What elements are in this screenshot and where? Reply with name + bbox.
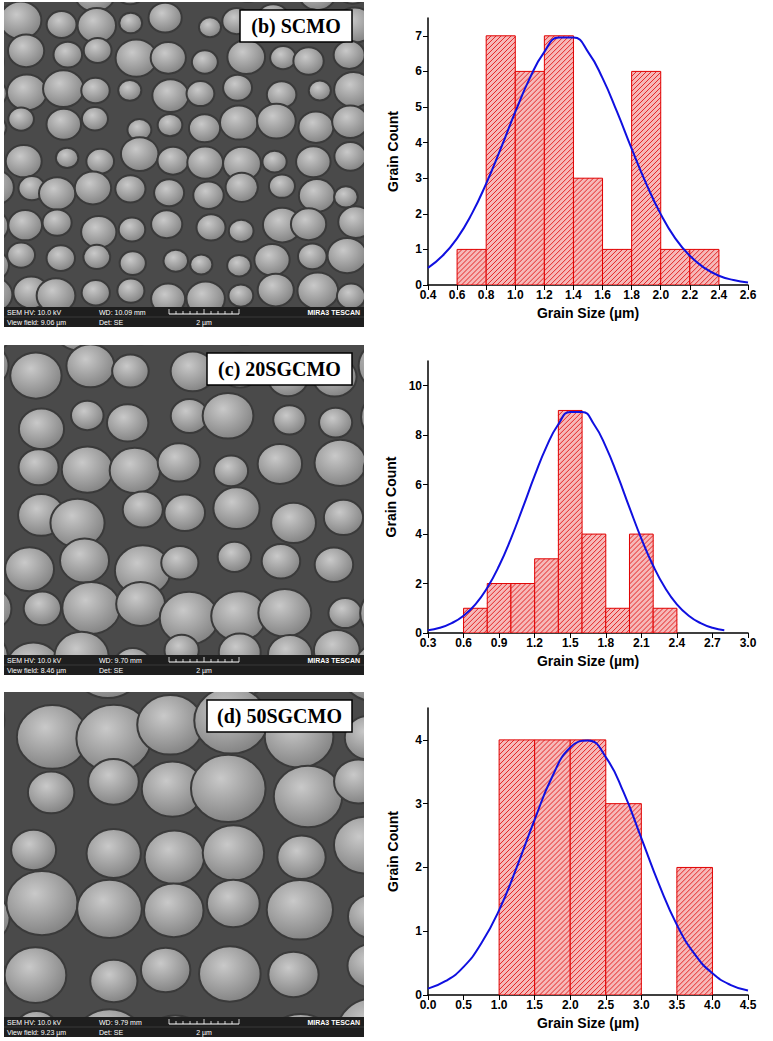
svg-text:1: 1 [415,242,422,256]
svg-text:(d) 50SGCMO: (d) 50SGCMO [217,705,342,728]
svg-text:5: 5 [415,100,422,114]
svg-text:7: 7 [415,29,422,43]
svg-text:10: 10 [409,379,423,393]
svg-text:4.5: 4.5 [740,998,757,1012]
svg-text:1.2: 1.2 [526,636,543,650]
svg-text:8: 8 [415,428,422,442]
svg-text:2: 2 [415,577,422,591]
svg-text:2: 2 [415,207,422,221]
svg-text:1.5: 1.5 [562,636,579,650]
svg-text:6: 6 [415,478,422,492]
svg-text:View field: 8.46 µm: View field: 8.46 µm [7,667,66,675]
svg-text:3: 3 [415,797,422,811]
svg-text:1.4: 1.4 [565,288,582,302]
svg-text:0.6: 0.6 [449,288,466,302]
svg-text:1.8: 1.8 [623,288,640,302]
svg-text:View field: 9.23 µm: View field: 9.23 µm [7,1029,66,1037]
svg-text:0.8: 0.8 [478,288,495,302]
svg-text:2 µm: 2 µm [196,1029,212,1037]
svg-text:2.6: 2.6 [740,288,757,302]
svg-text:(b) SCMO: (b) SCMO [251,15,340,38]
svg-text:2.4: 2.4 [711,288,728,302]
svg-text:1.8: 1.8 [597,636,614,650]
svg-text:Grain Size (µm): Grain Size (µm) [537,653,639,669]
svg-text:MIRA3 TESCAN: MIRA3 TESCAN [307,657,360,664]
svg-text:1: 1 [415,924,422,938]
svg-text:1.2: 1.2 [536,288,553,302]
svg-text:3.0: 3.0 [740,636,757,650]
svg-text:0.0: 0.0 [420,998,437,1012]
svg-text:4: 4 [415,733,422,747]
svg-text:2.0: 2.0 [562,998,579,1012]
svg-text:2.4: 2.4 [669,636,686,650]
svg-text:1.0: 1.0 [491,998,508,1012]
svg-text:Grain Size (µm): Grain Size (µm) [537,1015,639,1031]
svg-text:SEM HV: 10.0 kV: SEM HV: 10.0 kV [7,1019,62,1026]
svg-text:1.0: 1.0 [507,288,524,302]
svg-text:WD: 9.79 mm: WD: 9.79 mm [99,1019,142,1026]
svg-text:0.5: 0.5 [455,998,472,1012]
svg-text:0.4: 0.4 [420,288,437,302]
svg-text:WD: 9.70 mm: WD: 9.70 mm [99,657,142,664]
svg-text:WD: 10.09 mm: WD: 10.09 mm [99,309,146,316]
svg-text:4: 4 [415,527,422,541]
svg-text:Grain Count: Grain Count [385,111,401,192]
svg-text:2.7: 2.7 [704,636,721,650]
svg-text:4: 4 [415,136,422,150]
svg-text:2 µm: 2 µm [196,667,212,675]
svg-text:Grain Count: Grain Count [383,456,399,537]
svg-text:2 µm: 2 µm [196,319,212,327]
svg-text:0: 0 [415,626,422,640]
svg-text:4.0: 4.0 [704,998,721,1012]
svg-text:2: 2 [415,860,422,874]
svg-text:2.1: 2.1 [633,636,650,650]
svg-text:6: 6 [415,64,422,78]
svg-text:2.5: 2.5 [597,998,614,1012]
svg-text:0.3: 0.3 [420,636,437,650]
svg-text:SEM HV: 10.0 kV: SEM HV: 10.0 kV [7,309,62,316]
svg-text:1.5: 1.5 [526,998,543,1012]
svg-text:View field: 9.06 µm: View field: 9.06 µm [7,319,66,327]
svg-text:3.5: 3.5 [669,998,686,1012]
svg-text:Grain Count: Grain Count [385,811,401,892]
svg-text:Det: SE: Det: SE [99,1029,123,1036]
svg-text:2.0: 2.0 [652,288,669,302]
svg-text:MIRA3 TESCAN: MIRA3 TESCAN [307,1019,360,1026]
svg-text:2.2: 2.2 [681,288,698,302]
svg-text:MIRA3 TESCAN: MIRA3 TESCAN [307,309,360,316]
svg-text:Det: SE: Det: SE [99,319,123,326]
svg-text:(c) 20SGCMO: (c) 20SGCMO [218,358,341,381]
svg-text:Det: SE: Det: SE [99,667,123,674]
svg-text:0.6: 0.6 [455,636,472,650]
svg-text:Grain Size (µm): Grain Size (µm) [537,305,639,321]
svg-text:SEM HV: 10.0 kV: SEM HV: 10.0 kV [7,657,62,664]
svg-text:3: 3 [415,171,422,185]
svg-text:0.9: 0.9 [491,636,508,650]
svg-text:3.0: 3.0 [633,998,650,1012]
svg-text:0: 0 [415,278,422,292]
svg-text:1.6: 1.6 [594,288,611,302]
svg-text:0: 0 [415,988,422,1002]
